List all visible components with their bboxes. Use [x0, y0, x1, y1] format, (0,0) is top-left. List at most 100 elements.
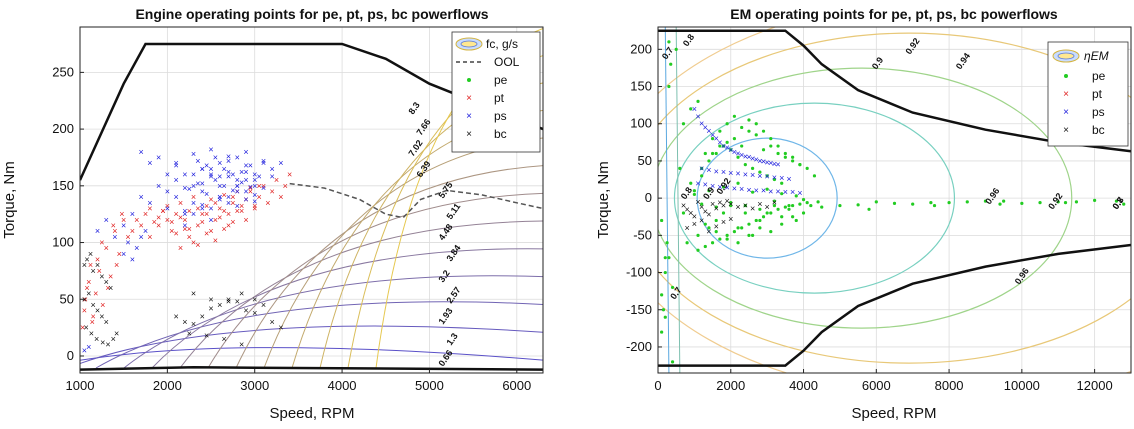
em-min-torque-curve: [658, 243, 1131, 367]
engine-bc-point: ×: [108, 283, 113, 293]
engine-bc-point: ×: [114, 328, 119, 338]
em-ps-point: ×: [714, 166, 719, 176]
engine-ps-point: ×: [112, 232, 117, 242]
engine-ps-point: ×: [226, 172, 231, 182]
em-pe-point: [874, 200, 878, 204]
em-x-axis-label: Speed, RPM: [851, 405, 936, 422]
engine-bc-point: ×: [261, 300, 266, 310]
engine-bc-point: ×: [90, 300, 95, 310]
em-x-tick-label: 0: [654, 378, 661, 393]
engine-bc-point: ×: [208, 294, 213, 304]
engine-legend-fc-icon: [455, 37, 483, 51]
em-pe-point: [714, 218, 718, 223]
engine-points: ××××××××××××××××××××××××××××× ×× ×××××××××…: [80, 145, 292, 356]
em-pe-point: [681, 122, 686, 126]
engine-ps-point: ×: [195, 156, 200, 166]
engine-bc-point: ×: [105, 340, 110, 350]
em-bc-point: ×: [728, 199, 733, 209]
engine-bc-point: ×: [243, 306, 248, 316]
engine-bc-point: ×: [94, 334, 99, 344]
engine-pt-point: ×: [230, 198, 235, 208]
engine-pt-point: ×: [97, 266, 102, 276]
engine-ps-point: ×: [208, 164, 213, 174]
em-pe-point: [736, 181, 740, 185]
em-ticks: 0 2000 4000 6000 8000 10000 12000-200-150-100-…: [626, 41, 1113, 393]
em-pe-point: [743, 211, 747, 215]
em-pe-point: [765, 187, 769, 191]
em-pe-point: [838, 203, 842, 208]
engine-pt-point: ×: [261, 181, 266, 191]
em-bc-point: ×: [714, 204, 719, 214]
em-ps-point: ×: [710, 130, 715, 140]
em-pe-point: [721, 185, 726, 189]
em-pe-point: [761, 129, 766, 133]
engine-pt-point: ×: [160, 206, 165, 216]
engine-pt-point: ×: [182, 215, 187, 225]
engine-bc-point: ×: [104, 277, 109, 287]
engine-ps-point: ×: [200, 186, 205, 196]
engine-legend-ps: ps: [494, 109, 507, 123]
engine-max-torque-curve: [80, 42, 543, 181]
engine-contour-line: [123, 275, 543, 369]
engine-pt-point: ×: [248, 183, 253, 193]
engine-pt-point: ×: [187, 232, 192, 242]
em-ps-point: ×: [761, 157, 766, 167]
em-pe-point: [780, 192, 784, 196]
em-pe-point: [740, 226, 744, 230]
em-pe-point: [736, 155, 740, 159]
em-boundaries: [658, 29, 1131, 367]
em-ps-point: ×: [692, 104, 697, 114]
em-legend-eta: ηEM: [1084, 49, 1109, 63]
engine-ps-point: ×: [182, 169, 187, 179]
engine-pt-point: ×: [169, 217, 174, 227]
em-bc-point: ×: [681, 201, 686, 211]
engine-contour-line: [80, 325, 543, 365]
em-ps-point: ×: [717, 137, 722, 147]
engine-pt-point: ×: [256, 192, 261, 202]
engine-bc-point: ×: [204, 331, 209, 341]
engine-ool-curve: [289, 182, 543, 219]
engine-pt-point: ×: [187, 224, 192, 234]
engine-ps-point: ×: [130, 209, 135, 219]
engine-ps-point: ×: [187, 184, 192, 194]
em-ps-point: ×: [739, 184, 744, 194]
em-pe-point: [754, 122, 758, 126]
em-ps-point: ×: [779, 173, 784, 183]
engine-pt-point: ×: [274, 175, 279, 185]
engine-pt-point: ×: [208, 194, 213, 204]
em-ps-point: ×: [750, 154, 755, 164]
engine-bc-point: ×: [187, 328, 192, 338]
engine-bc-point: ×: [235, 297, 240, 307]
engine-x-axis-label: Speed, RPM: [269, 405, 354, 422]
em-pe-point: [867, 207, 871, 211]
engine-bc-point: ×: [82, 260, 87, 270]
em-pe-point: [754, 133, 758, 137]
em-legend: ηEM pe × pt × ps × bc: [1047, 41, 1129, 147]
engine-pt-point: ×: [217, 213, 222, 223]
engine-y-tick-label: 50: [60, 291, 74, 306]
em-contours: [658, 27, 1131, 373]
em-legend-pe-marker: [1064, 74, 1068, 78]
engine-pt-point: ×: [239, 201, 244, 211]
engine-ps-point: ×: [208, 204, 213, 214]
em-pe-point: [663, 315, 667, 319]
em-pe-point: [751, 166, 755, 170]
em-pe-point: [809, 203, 813, 208]
em-pe-point: [743, 163, 747, 167]
em-pe-point: [700, 174, 704, 178]
em-pe-point: [983, 199, 988, 203]
em-pe-point: [769, 230, 773, 234]
engine-ps-point: ×: [182, 183, 187, 193]
em-pe-point: [725, 122, 729, 126]
engine-pt-point: ×: [90, 311, 95, 321]
engine-pt-point: ×: [222, 206, 227, 216]
engine-pt-point: ×: [222, 224, 227, 234]
em-pe-point: [696, 248, 700, 252]
engine-pt-point: ×: [187, 206, 192, 216]
engine-ps-point: ×: [143, 226, 148, 236]
engine-pt-point: ×: [265, 198, 270, 208]
engine-pt-point: ×: [121, 215, 126, 225]
engine-y-tick-label: 0: [67, 348, 74, 363]
em-pe-point: [663, 270, 667, 275]
engine-pt-point: ×: [86, 277, 91, 287]
